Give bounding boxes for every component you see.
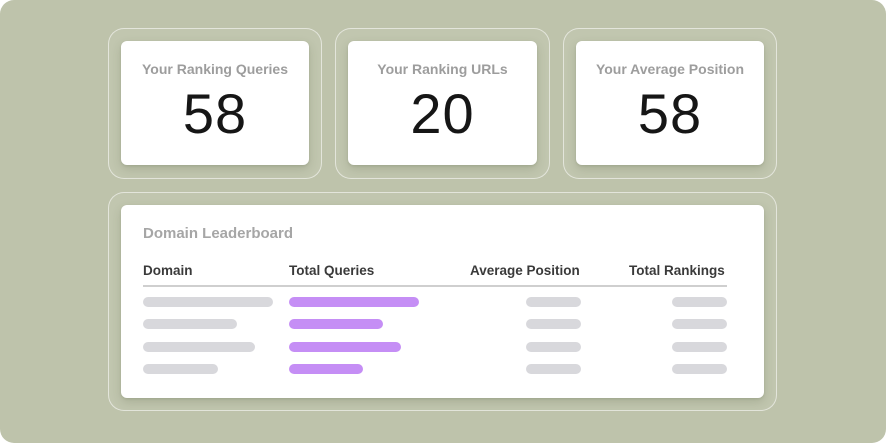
stat-value: 20 (410, 82, 475, 145)
average-position-placeholder-bar (526, 364, 581, 374)
column-header-total-rankings[interactable]: Total Rankings (629, 263, 725, 278)
domain-placeholder-bar (143, 297, 273, 307)
column-header-total-queries[interactable]: Total Queries (289, 263, 375, 278)
total-rankings-placeholder-bar (672, 364, 727, 374)
total-queries-bar (289, 342, 401, 352)
stat-label: Your Ranking Queries (142, 61, 288, 77)
stat-value: 58 (637, 82, 703, 145)
total-rankings-placeholder-bar (672, 342, 727, 352)
domain-placeholder-bar (143, 319, 237, 329)
leaderboard-title: Domain Leaderboard (143, 225, 294, 242)
domain-placeholder-bar (143, 364, 218, 374)
total-rankings-placeholder-bar (672, 297, 727, 307)
column-header-domain[interactable]: Domain (143, 263, 193, 278)
stat-card-ranking-queries[interactable]: Your Ranking Queries 58 (121, 41, 309, 165)
stat-label: Your Ranking URLs (377, 61, 508, 77)
total-queries-bar (289, 364, 363, 374)
total-queries-bar (289, 319, 383, 329)
column-header-average-position[interactable]: Average Position (470, 263, 580, 278)
stat-label: Your Average Position (595, 61, 745, 77)
stat-value: 58 (182, 82, 248, 145)
stat-card-ranking-urls[interactable]: Your Ranking URLs 20 (348, 41, 537, 165)
stat-card-average-position[interactable]: Your Average Position 58 (576, 41, 764, 165)
total-queries-bar (289, 297, 419, 307)
domain-placeholder-bar (143, 342, 255, 352)
domain-leaderboard-card: Domain Leaderboard Domain Total Queries … (121, 205, 764, 398)
header-divider (143, 285, 727, 287)
average-position-placeholder-bar (526, 342, 581, 352)
average-position-placeholder-bar (526, 297, 581, 307)
average-position-placeholder-bar (526, 319, 581, 329)
total-rankings-placeholder-bar (672, 319, 727, 329)
